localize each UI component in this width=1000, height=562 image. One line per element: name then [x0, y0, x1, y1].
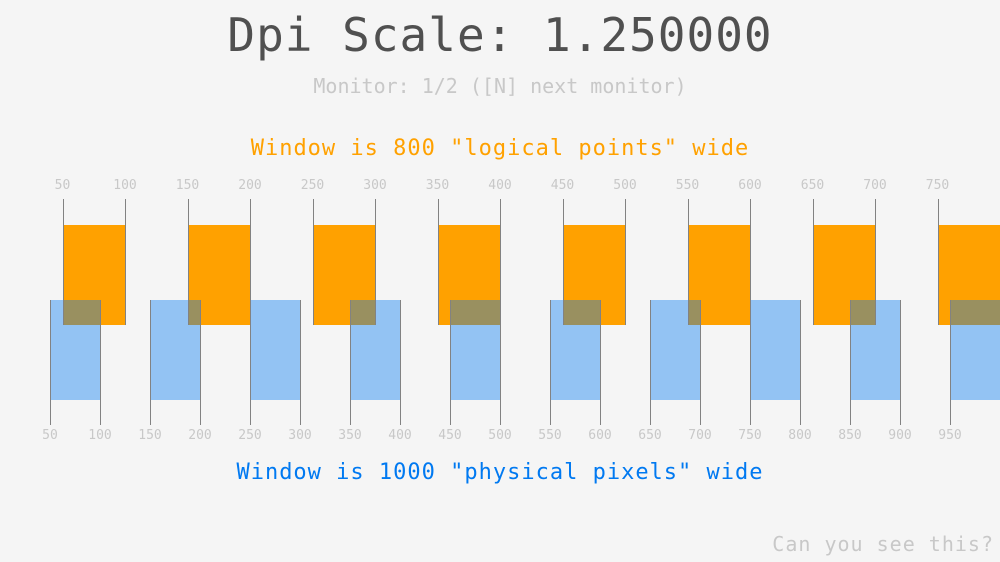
- physical-rect: [750, 300, 800, 400]
- logical-tick-line: [250, 199, 251, 325]
- logical-tick-line: [937, 199, 939, 325]
- logical-tick-line: [500, 199, 501, 325]
- logical-rect: [812, 225, 875, 325]
- physical-tick-label: 950: [938, 428, 962, 443]
- logical-tick-label: 250: [300, 178, 325, 193]
- physical-tick-line: [650, 300, 651, 425]
- logical-tick-line: [750, 199, 751, 325]
- physical-tick-line: [400, 300, 401, 425]
- logical-tick-label: 100: [113, 178, 137, 193]
- physical-tick-line: [550, 300, 551, 425]
- logical-tick-label: 200: [238, 178, 262, 193]
- logical-rect: [687, 225, 750, 325]
- physical-rect: [50, 300, 100, 400]
- physical-tick-label: 500: [488, 428, 512, 443]
- logical-tick-line: [687, 199, 689, 325]
- physical-tick-label: 900: [888, 428, 912, 443]
- physical-tick-line: [750, 300, 751, 425]
- physical-width-label: Window is 1000 "physical pixels" wide: [236, 460, 764, 485]
- physical-tick-line: [300, 300, 301, 425]
- logical-tick-label: 300: [363, 178, 387, 193]
- logical-tick-label: 650: [800, 178, 825, 193]
- logical-tick-line: [812, 199, 814, 325]
- physical-rect: [150, 300, 200, 400]
- logical-rect: [312, 225, 375, 325]
- logical-tick-label: 750: [925, 178, 950, 193]
- physical-tick-line: [200, 300, 201, 425]
- physical-rect: [550, 300, 600, 400]
- physical-tick-line: [150, 300, 151, 425]
- physical-tick-label: 400: [388, 428, 412, 443]
- physical-rect: [950, 300, 1000, 400]
- logical-rect: [187, 225, 250, 325]
- physical-rect: [650, 300, 700, 400]
- physical-tick-label: 650: [638, 428, 662, 443]
- physical-tick-label: 600: [588, 428, 612, 443]
- logical-tick-label: 600: [738, 178, 762, 193]
- physical-tick-line: [250, 300, 251, 425]
- physical-tick-label: 350: [338, 428, 362, 443]
- physical-tick-label: 200: [188, 428, 212, 443]
- physical-tick-label: 700: [688, 428, 712, 443]
- logical-tick-label: 550: [675, 178, 700, 193]
- monitor-info: Monitor: 1/2 ([N] next monitor): [313, 74, 687, 98]
- physical-tick-label: 300: [288, 428, 312, 443]
- logical-width-label: Window is 800 "logical points" wide: [250, 136, 750, 161]
- logical-tick-line: [625, 199, 626, 325]
- physical-tick-label: 50: [42, 428, 58, 443]
- logical-tick-label: 50: [54, 178, 71, 193]
- physical-tick-line: [700, 300, 701, 425]
- physical-rect: [450, 300, 500, 400]
- physical-tick-line: [950, 300, 951, 425]
- logical-tick-line: [562, 199, 564, 325]
- can-you-see-this-text: Can you see this?: [772, 532, 994, 556]
- physical-tick-label: 150: [138, 428, 162, 443]
- physical-tick-line: [50, 300, 51, 425]
- physical-tick-line: [900, 300, 901, 425]
- logical-tick-line: [437, 199, 439, 325]
- physical-tick-label: 450: [438, 428, 462, 443]
- logical-tick-label: 400: [488, 178, 512, 193]
- dpi-scale-title: Dpi Scale: 1.250000: [227, 8, 773, 62]
- physical-tick-label: 800: [788, 428, 812, 443]
- physical-rect: [250, 300, 300, 400]
- physical-tick-line: [500, 300, 501, 425]
- logical-tick-label: 700: [863, 178, 887, 193]
- logical-tick-line: [62, 199, 64, 325]
- logical-tick-line: [875, 199, 876, 325]
- physical-tick-line: [800, 300, 801, 425]
- physical-tick-label: 850: [838, 428, 862, 443]
- physical-tick-line: [450, 300, 451, 425]
- logical-rect: [937, 225, 1000, 325]
- physical-tick-line: [100, 300, 101, 425]
- physical-tick-label: 250: [238, 428, 262, 443]
- logical-rect: [62, 225, 125, 325]
- physical-tick-line: [850, 300, 851, 425]
- logical-tick-line: [125, 199, 126, 325]
- logical-tick-line: [375, 199, 376, 325]
- logical-tick-label: 450: [550, 178, 575, 193]
- logical-tick-line: [187, 199, 189, 325]
- logical-tick-label: 500: [613, 178, 637, 193]
- logical-tick-label: 150: [175, 178, 200, 193]
- logical-tick-line: [312, 199, 314, 325]
- logical-rect: [562, 225, 625, 325]
- physical-tick-label: 750: [738, 428, 762, 443]
- logical-tick-label: 350: [425, 178, 450, 193]
- physical-tick-line: [350, 300, 351, 425]
- physical-tick-line: [600, 300, 601, 425]
- physical-tick-label: 550: [538, 428, 562, 443]
- logical-rect: [437, 225, 500, 325]
- physical-tick-label: 100: [88, 428, 112, 443]
